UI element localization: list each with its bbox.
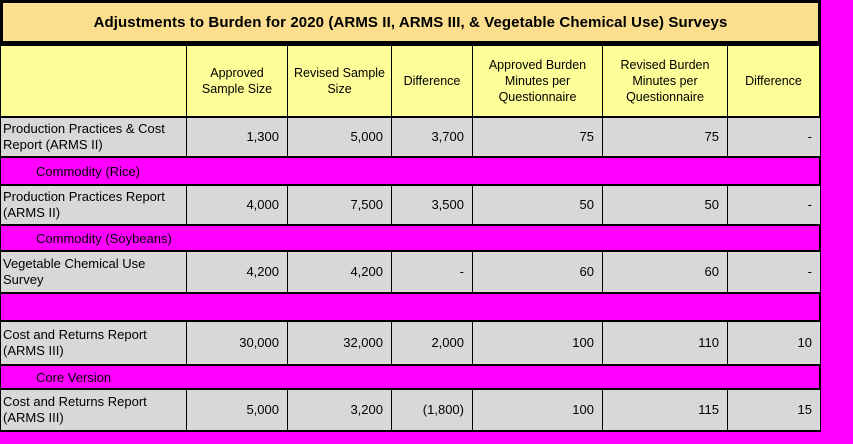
header-revised-burden-minutes: Revised Burden Minutes per Questionnaire xyxy=(603,46,728,116)
cell-value: 4,200 xyxy=(288,252,392,292)
row-label: Production Practices Report (ARMS II) xyxy=(0,186,187,224)
band-label: Core Version xyxy=(36,369,112,385)
table-row: Cost and Returns Report (ARMS III) 30,000… xyxy=(0,322,821,366)
cell-value: - xyxy=(392,252,473,292)
header-approved-burden-minutes: Approved Burden Minutes per Questionnair… xyxy=(473,46,603,116)
cell-value: 3,200 xyxy=(288,390,392,430)
section-band: Core Version xyxy=(0,366,821,390)
cell-value: 50 xyxy=(603,186,728,224)
header-difference-burden: Difference xyxy=(728,46,821,116)
section-band xyxy=(0,294,821,322)
cell-value: 100 xyxy=(473,322,603,364)
band-label: Commodity (Soybeans) xyxy=(36,230,172,246)
cell-value: 75 xyxy=(603,118,728,156)
table-row: Production Practices Report (ARMS II) 4,0… xyxy=(0,186,821,226)
table-body: Production Practices & Cost Report (ARMS… xyxy=(0,118,821,432)
table-header-row: Approved Sample Size Revised Sample Size… xyxy=(0,44,821,118)
section-band: Commodity (Rice) xyxy=(0,158,821,186)
cell-value: 50 xyxy=(473,186,603,224)
cell-value: 5,000 xyxy=(288,118,392,156)
cell-value: - xyxy=(728,186,821,224)
table-row: Vegetable Chemical Use Survey 4,200 4,200-… xyxy=(0,252,821,294)
cell-value: 115 xyxy=(603,390,728,430)
band-label: Commodity (Rice) xyxy=(36,163,141,179)
row-label: Cost and Returns Report (ARMS III) xyxy=(0,390,187,430)
cell-value: 100 xyxy=(473,390,603,430)
header-cell-empty xyxy=(0,46,187,116)
row-label: Production Practices & Cost Report (ARMS… xyxy=(0,118,187,156)
cell-value: (1,800) xyxy=(392,390,473,430)
cell-value: 3,500 xyxy=(392,186,473,224)
cell-value: 15 xyxy=(728,390,821,430)
table-row: Production Practices & Cost Report (ARMS… xyxy=(0,118,821,158)
cell-value: 30,000 xyxy=(187,322,288,364)
cell-value: - xyxy=(728,118,821,156)
cell-value: 75 xyxy=(473,118,603,156)
row-label: Cost and Returns Report (ARMS III) xyxy=(0,322,187,364)
table-row: Cost and Returns Report (ARMS III) 5,000 3… xyxy=(0,390,821,432)
cell-value: 60 xyxy=(603,252,728,292)
cell-value: 5,000 xyxy=(187,390,288,430)
cell-value: 60 xyxy=(473,252,603,292)
cell-value: 3,700 xyxy=(392,118,473,156)
cell-value: 1,300 xyxy=(187,118,288,156)
cell-value: 7,500 xyxy=(288,186,392,224)
header-approved-sample-size: Approved Sample Size xyxy=(187,46,288,116)
cell-value: 110 xyxy=(603,322,728,364)
cell-value: - xyxy=(728,252,821,292)
burden-table: Adjustments to Burden for 2020 (ARMS II,… xyxy=(0,0,821,432)
cell-value: 32,000 xyxy=(288,322,392,364)
header-difference-sample: Difference xyxy=(392,46,473,116)
table-title: Adjustments to Burden for 2020 (ARMS II,… xyxy=(0,0,821,44)
header-revised-sample-size: Revised Sample Size xyxy=(288,46,392,116)
cell-value: 10 xyxy=(728,322,821,364)
cell-value: 4,200 xyxy=(187,252,288,292)
cell-value: 2,000 xyxy=(392,322,473,364)
section-band: Commodity (Soybeans) xyxy=(0,226,821,252)
cell-value: 4,000 xyxy=(187,186,288,224)
row-label: Vegetable Chemical Use Survey xyxy=(0,252,187,292)
